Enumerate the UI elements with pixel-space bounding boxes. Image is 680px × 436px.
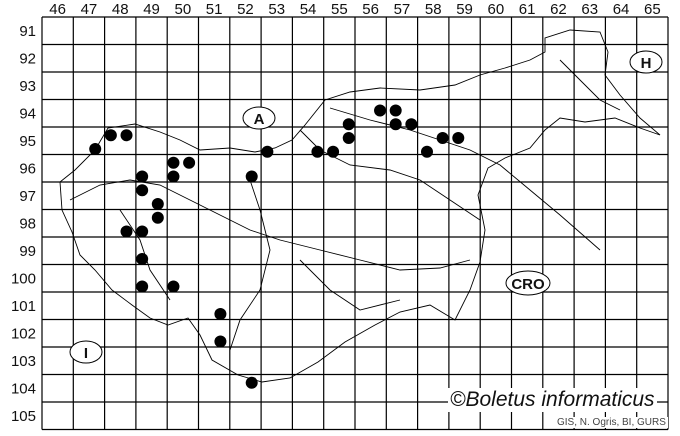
record-dot [374,104,387,117]
record-dot [136,184,149,197]
column-label: 62 [550,1,567,18]
record-dot [183,156,196,169]
river [229,179,271,351]
record-dot [342,118,355,131]
river [559,59,621,111]
column-label: 64 [613,1,630,18]
row-label: 102 [11,325,36,342]
record-dot [89,143,102,155]
column-label: 54 [300,1,317,18]
record-dot [136,253,149,265]
column-label: 46 [49,1,66,18]
record-dot [327,145,340,158]
record-dot [245,170,258,183]
record-dot [389,104,402,117]
row-label: 104 [11,380,36,397]
record-dot [136,225,149,238]
river [299,259,401,311]
column-label: 50 [175,1,192,18]
svg-text:A: A [254,111,265,128]
label-hungary: H [629,50,663,74]
borders-and-rivers [59,29,661,383]
record-dot [436,132,449,144]
record-dot [104,129,117,142]
column-label: 49 [143,1,160,18]
river [299,129,481,221]
column-label: 55 [331,1,348,18]
row-label: 93 [19,78,36,95]
label-austria: A [242,106,276,130]
column-labels: 46 47 48 49 50 51 52 53 54 55 56 57 58 59 60 61 62 63 64 65 [49,1,660,18]
record-dot [389,118,402,131]
river [69,179,471,271]
source-note: GIS, N. Ogris, BI, GURS [555,417,668,428]
record-dot [342,132,355,144]
records [89,104,465,389]
row-label: 91 [19,23,36,40]
record-dot [420,145,433,158]
grid [41,16,669,431]
row-label: 103 [11,353,36,370]
credit: ©Boletus informaticus [448,388,657,412]
row-label: 94 [19,105,36,122]
column-label: 60 [488,1,505,18]
row-label: 95 [19,133,36,150]
record-dot [136,280,149,293]
row-label: 97 [19,188,36,205]
svg-text:I: I [84,345,88,362]
record-dot [136,170,149,183]
country-border [59,29,661,383]
record-dot [311,145,324,158]
label-italy: I [69,340,103,364]
svg-text:H: H [641,55,652,72]
record-dot [120,225,133,238]
column-label: 51 [206,1,223,18]
row-labels: 91 92 93 94 95 96 97 98 99 100 101 102 103 104 105 [11,23,36,425]
record-dot [151,198,164,210]
row-label: 98 [19,215,36,232]
record-dot [214,308,227,320]
row-label: 92 [19,50,36,67]
record-dot [261,145,274,158]
column-label: 59 [456,1,473,18]
column-label: 52 [237,1,254,18]
row-label: 96 [19,160,36,177]
column-label: 65 [644,1,661,18]
record-dot [245,376,258,389]
row-label: 105 [11,408,36,425]
column-label: 48 [112,1,129,18]
row-label: 100 [11,270,36,287]
record-dot [452,132,465,144]
record-dot [167,156,180,169]
record-dot [151,211,164,224]
row-label: 99 [19,243,36,260]
column-label: 63 [581,1,598,18]
column-label: 58 [425,1,442,18]
column-label: 57 [394,1,411,18]
record-dot [405,118,418,131]
label-croatia: CRO [505,270,551,296]
record-dot [167,280,180,293]
column-label: 56 [362,1,379,18]
river [329,107,601,251]
record-dot [120,129,133,142]
record-dot [214,335,227,348]
svg-text:CRO: CRO [511,276,545,293]
column-label: 61 [519,1,536,18]
row-label: 101 [11,298,36,315]
column-label: 47 [81,1,98,18]
record-dot [167,170,180,183]
column-label: 53 [268,1,285,18]
